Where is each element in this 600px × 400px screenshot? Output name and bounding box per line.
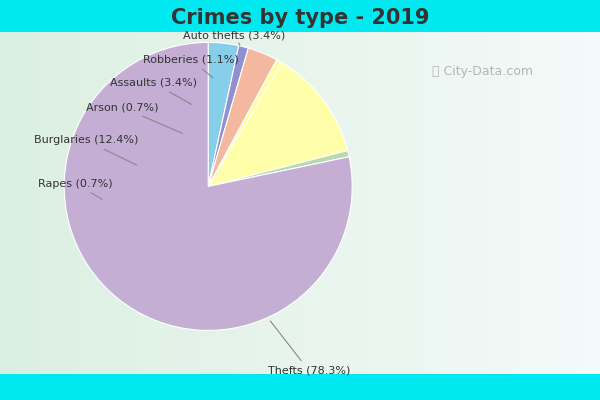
Wedge shape <box>208 60 282 186</box>
Text: ⓘ City-Data.com: ⓘ City-Data.com <box>432 66 533 78</box>
Wedge shape <box>208 46 248 186</box>
Wedge shape <box>208 42 239 186</box>
Wedge shape <box>208 48 277 186</box>
Text: Arson (0.7%): Arson (0.7%) <box>86 102 182 134</box>
Text: Assaults (3.4%): Assaults (3.4%) <box>110 78 197 104</box>
Text: Burglaries (12.4%): Burglaries (12.4%) <box>34 135 138 165</box>
Wedge shape <box>208 150 349 186</box>
Wedge shape <box>64 42 352 330</box>
Text: Rapes (0.7%): Rapes (0.7%) <box>38 178 113 199</box>
Text: Crimes by type - 2019: Crimes by type - 2019 <box>171 8 429 28</box>
Text: Auto thefts (3.4%): Auto thefts (3.4%) <box>183 30 285 45</box>
Text: Robberies (1.1%): Robberies (1.1%) <box>143 55 239 78</box>
Wedge shape <box>208 63 347 186</box>
Text: Thefts (78.3%): Thefts (78.3%) <box>268 321 350 376</box>
